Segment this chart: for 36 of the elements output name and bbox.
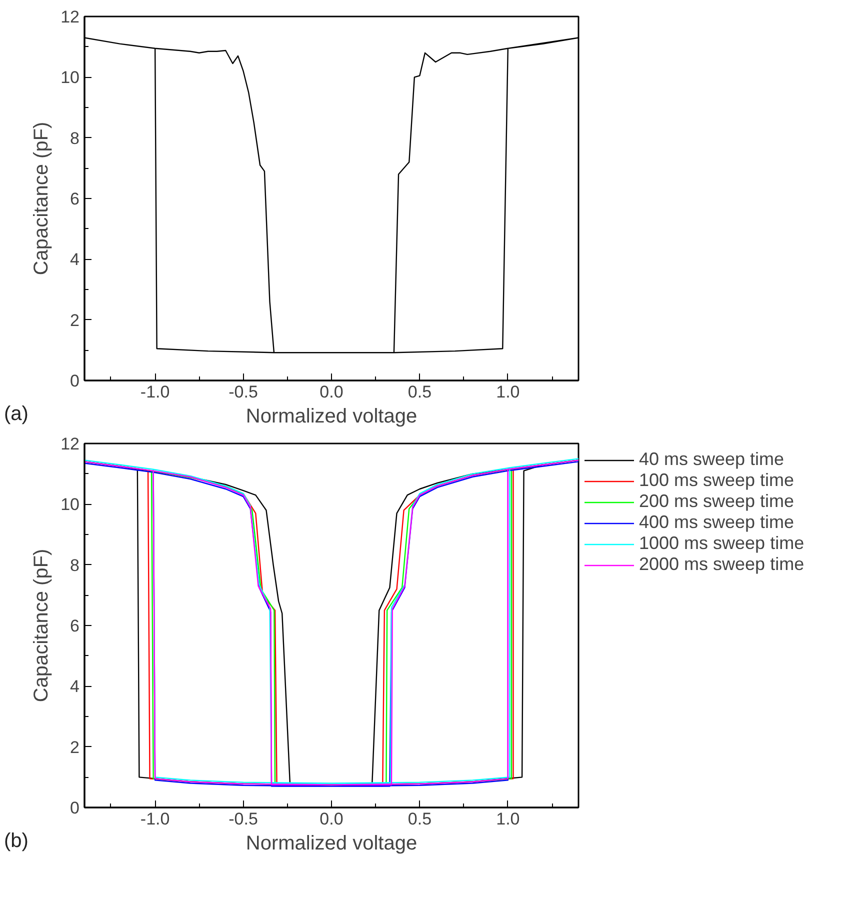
x-tick-label: 1.0 bbox=[496, 810, 520, 828]
y-tick-label: 10 bbox=[60, 68, 80, 88]
y-tick-label: 0 bbox=[70, 372, 80, 390]
legend-label: 100 ms sweep time bbox=[639, 470, 794, 491]
text: (a) bbox=[4, 402, 28, 427]
y-tick-label: 8 bbox=[70, 556, 80, 575]
y-tick-label: 12 bbox=[60, 8, 80, 26]
y-tick-label: 2 bbox=[70, 738, 80, 757]
x-axis-title: Normalized voltage bbox=[246, 832, 418, 854]
y-axis-title: Capacitance (pF) bbox=[30, 122, 53, 276]
x-tick-label: 0.5 bbox=[408, 382, 432, 402]
y-tick-label: 6 bbox=[70, 616, 80, 636]
legend-label: 2000 ms sweep time bbox=[639, 554, 804, 575]
y-tick-label: 2 bbox=[70, 310, 80, 330]
y-tick-label: 4 bbox=[70, 677, 80, 696]
legend-label: 400 ms sweep time bbox=[639, 512, 794, 533]
x-tick-label: 1.0 bbox=[496, 382, 520, 402]
x-tick-label: -0.5 bbox=[228, 810, 258, 828]
legend-label: 40 ms sweep time bbox=[639, 449, 784, 470]
x-tick-label: -1.0 bbox=[140, 382, 170, 402]
y-tick-label: 0 bbox=[70, 798, 80, 818]
text: (b) bbox=[4, 829, 28, 854]
x-tick-label: 0.5 bbox=[408, 810, 432, 828]
x-tick-label: -1.0 bbox=[140, 810, 170, 828]
y-tick-label: 4 bbox=[70, 250, 80, 270]
x-tick-label: 0.0 bbox=[320, 382, 344, 402]
y-tick-label: 12 bbox=[60, 434, 80, 454]
legend-label: 200 ms sweep time bbox=[639, 491, 794, 512]
y-axis-title: Capacitance (pF) bbox=[30, 548, 53, 702]
y-tick-label: 8 bbox=[70, 128, 80, 148]
x-tick-label: -0.5 bbox=[228, 382, 258, 402]
y-tick-label: 6 bbox=[70, 190, 80, 208]
x-tick-label: 0.0 bbox=[320, 810, 344, 828]
x-axis-title: Normalized voltage bbox=[246, 406, 418, 428]
y-tick-label: 10 bbox=[60, 495, 80, 514]
legend-label: 1000 ms sweep time bbox=[639, 533, 804, 554]
